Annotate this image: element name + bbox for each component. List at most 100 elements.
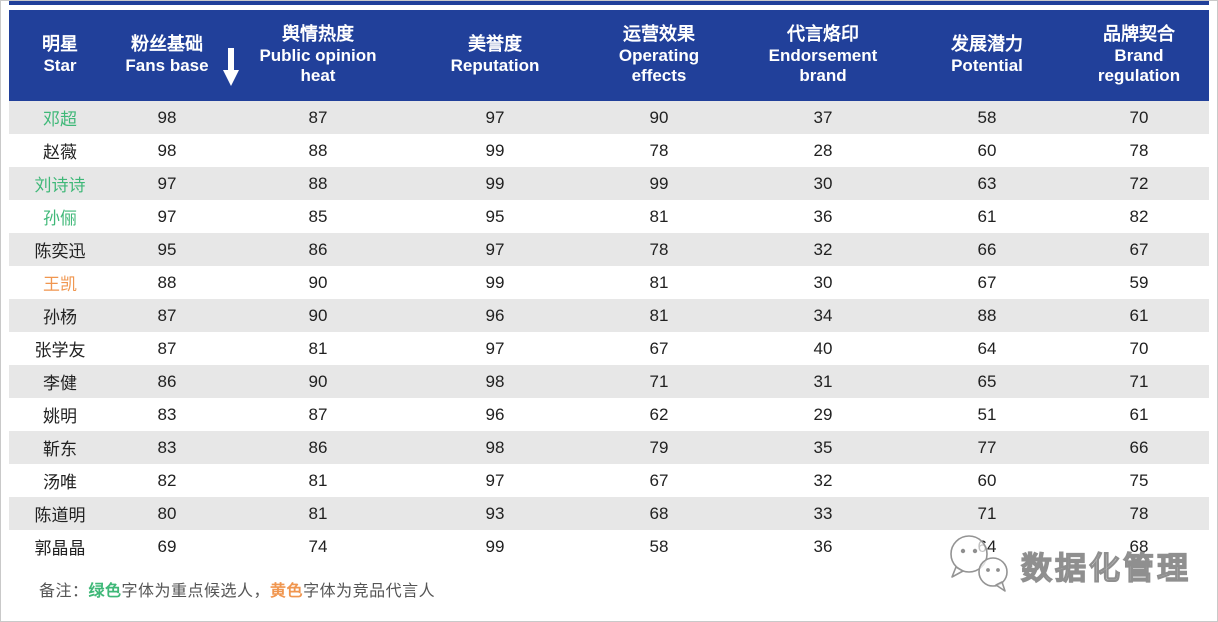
column-header-en: Fans base [125,56,209,76]
table-body: 邓超 98 87 97 90 37 58 70 赵薇 98 88 99 78 28 60 78 刘诗诗 … [9,101,1209,563]
score-cell: 79 [649,437,669,457]
star-name: 赵薇 [43,143,77,162]
score-cell: 37 [813,107,833,127]
column-header-en: Brand regulation [1097,45,1181,86]
score-cell: 67 [649,470,669,490]
score-cell: 58 [977,107,997,127]
score-cell: 61 [977,206,997,226]
score-cell: 88 [308,173,328,193]
table-row: 赵薇 98 88 99 78 28 60 78 [9,134,1209,167]
score-cell: 88 [977,305,997,325]
score-cell: 96 [485,305,505,325]
column-header-en: Endorsement brand [768,45,878,86]
column-header-en: Operating effects [618,45,700,86]
star-name: 孙杨 [43,308,77,327]
table-header-row: 明星 Star 粉丝基础 Fans base 舆情热度 Public opini… [9,10,1209,101]
footnote: 备注：绿色字体为重点候选人，黄色字体为竞品代言人 [39,577,435,601]
score-cell: 32 [813,239,833,259]
score-cell: 82 [157,470,177,490]
footnote-suffix: 字体为竞品代言人 [303,583,436,600]
table-row: 王凯 88 90 99 81 30 67 59 [9,266,1209,299]
column-header-zh: 品牌契合 [1103,23,1175,44]
column-header-en: Public opinion heat [259,45,377,86]
score-cell: 78 [1129,503,1149,523]
star-name: 郭晶晶 [34,539,86,558]
score-cell: 93 [485,503,505,523]
sort-descending-icon[interactable] [223,48,239,87]
score-cell: 70 [1129,107,1149,127]
score-cell: 65 [977,371,997,391]
column-header-zh: 粉丝基础 [131,34,203,55]
score-cell: 81 [649,206,669,226]
column-header-cell: 品牌契合 Brand regulation [1069,24,1209,87]
score-cell: 98 [485,437,505,457]
star-name: 靳东 [43,440,77,459]
score-cell: 97 [157,173,177,193]
table-row: 汤唯 82 81 97 67 32 60 75 [9,464,1209,497]
column-header-cell: 运营效果 Operating effects [577,24,741,87]
score-cell: 71 [977,503,997,523]
star-name: 陈道明 [34,506,86,525]
table-row: 孙俪 97 85 95 81 36 61 82 [9,200,1209,233]
star-name: 李健 [43,374,77,393]
score-cell: 97 [157,206,177,226]
score-cell: 66 [1129,437,1149,457]
score-cell: 64 [977,536,997,556]
column-header-cell: 发展潜力 Potential [905,34,1069,77]
score-cell: 29 [813,404,833,424]
score-cell: 75 [1129,470,1149,490]
score-cell: 78 [1129,140,1149,160]
score-cell: 59 [1129,272,1149,292]
column-header-cell: 美誉度 Reputation [413,34,577,77]
star-name: 邓超 [43,110,77,129]
score-cell: 34 [813,305,833,325]
column-header-en: Potential [951,56,1023,76]
star-name: 刘诗诗 [34,176,86,195]
score-cell: 66 [977,239,997,259]
score-cell: 86 [308,239,328,259]
table-row: 郭晶晶 69 74 99 58 36 64 68 [9,530,1209,563]
score-cell: 88 [157,272,177,292]
score-cell: 87 [308,404,328,424]
score-cell: 62 [649,404,669,424]
score-cell: 67 [649,338,669,358]
score-cell: 81 [308,503,328,523]
star-name: 王凯 [43,275,77,294]
score-cell: 97 [485,107,505,127]
table-row: 靳东 83 86 98 79 35 77 66 [9,431,1209,464]
score-cell: 82 [1129,206,1149,226]
star-name: 姚明 [43,407,77,426]
score-cell: 97 [485,470,505,490]
table-row: 陈奕迅 95 86 97 78 32 66 67 [9,233,1209,266]
score-cell: 81 [649,305,669,325]
score-cell: 28 [813,140,833,160]
table-row: 陈道明 80 81 93 68 33 71 78 [9,497,1209,530]
score-cell: 67 [977,272,997,292]
score-cell: 78 [649,239,669,259]
score-cell: 40 [813,338,833,358]
table-row: 孙杨 87 90 96 81 34 88 61 [9,299,1209,332]
column-header-en: Star [43,56,77,76]
star-name: 张学友 [34,341,86,360]
score-cell: 96 [485,404,505,424]
footnote-middle: 字体为重点候选人， [121,583,271,600]
score-cell: 95 [157,239,177,259]
score-cell: 32 [813,470,833,490]
score-cell: 31 [813,371,833,391]
score-cell: 87 [157,338,177,358]
score-cell: 70 [1129,338,1149,358]
score-cell: 61 [1129,404,1149,424]
column-header-zh: 美誉度 [468,34,522,55]
score-cell: 63 [977,173,997,193]
table-row: 姚明 83 87 96 62 29 51 61 [9,398,1209,431]
table-row: 李健 86 90 98 71 31 65 71 [9,365,1209,398]
score-cell: 68 [649,503,669,523]
score-cell: 90 [308,272,328,292]
top-accent-bar [9,1,1209,5]
score-cell: 88 [308,140,328,160]
score-cell: 81 [308,470,328,490]
column-header-zh: 舆情热度 [282,23,354,44]
score-cell: 87 [308,107,328,127]
score-cell: 69 [157,536,177,556]
